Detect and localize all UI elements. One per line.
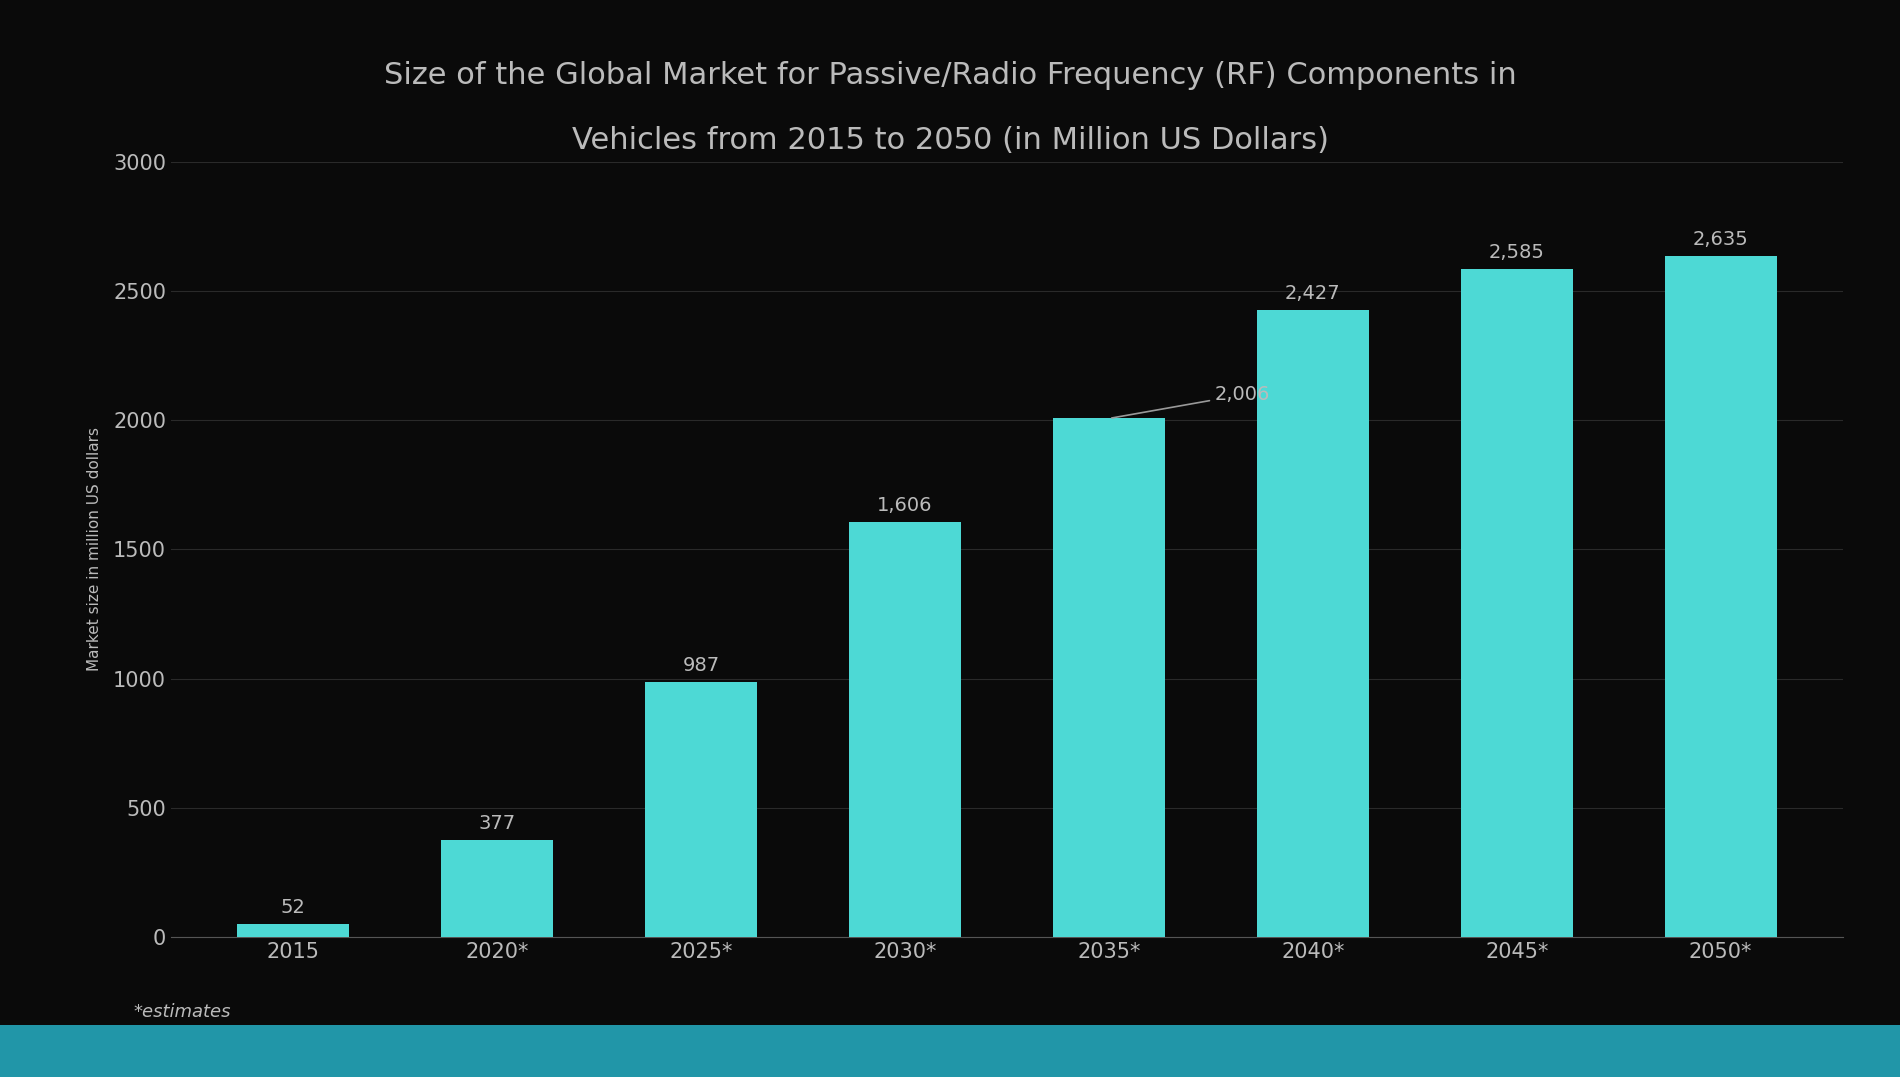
Text: Source:: Source:	[133, 1043, 209, 1060]
Text: Goldman Sachs: Goldman Sachs	[203, 1043, 344, 1060]
Bar	[441, 840, 553, 937]
Bar	[646, 682, 758, 937]
Text: 2,585: 2,585	[1490, 243, 1545, 263]
Text: Size of the Global Market for Passive/Radio Frequency (RF) Components in: Size of the Global Market for Passive/Ra…	[384, 61, 1516, 89]
Text: 987: 987	[682, 656, 720, 675]
Text: 1,606: 1,606	[878, 496, 933, 516]
Bar	[1664, 256, 1777, 937]
Bar	[1256, 310, 1368, 937]
Bar	[1461, 269, 1573, 937]
Bar	[1053, 419, 1165, 937]
Bar	[238, 924, 350, 937]
Text: 2,006: 2,006	[1112, 386, 1271, 418]
Text: 2,635: 2,635	[1693, 230, 1748, 250]
Text: Vehicles from 2015 to 2050 (in Million US Dollars): Vehicles from 2015 to 2050 (in Million U…	[572, 126, 1328, 154]
Text: 2,427: 2,427	[1284, 284, 1341, 304]
Y-axis label: Market size in million US dollars: Market size in million US dollars	[87, 428, 103, 671]
Text: *estimates: *estimates	[133, 1003, 230, 1021]
Text: 377: 377	[479, 814, 515, 834]
Bar	[849, 522, 961, 937]
Text: 52: 52	[281, 898, 306, 918]
